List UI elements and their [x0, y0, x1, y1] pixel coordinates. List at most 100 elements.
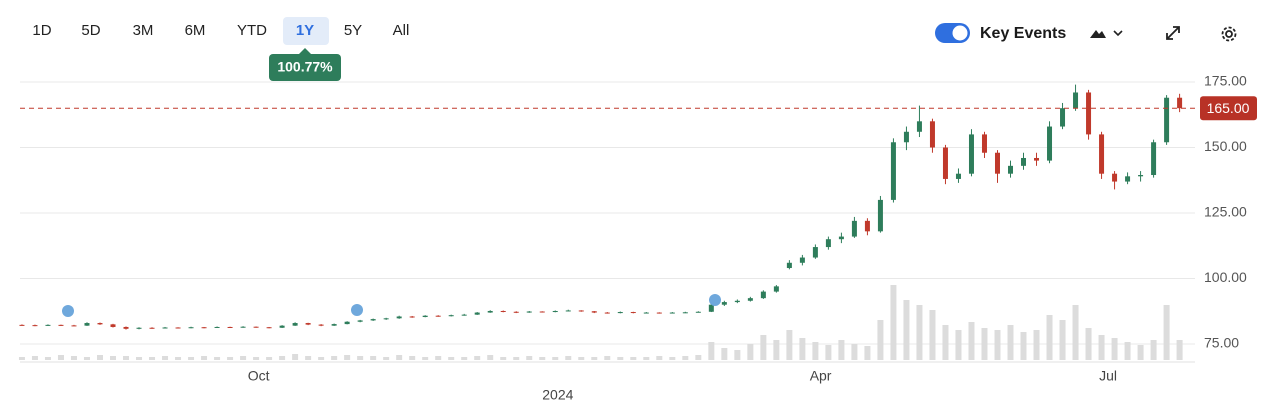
candle-body — [955, 173, 961, 179]
range-button[interactable]: 6M — [185, 22, 206, 39]
volume-bar — [44, 357, 51, 360]
volume-bar — [591, 357, 598, 360]
candle-body — [422, 315, 428, 318]
candle-body — [240, 326, 246, 328]
last-price-label: 165.00 — [1207, 100, 1250, 116]
candle-body — [461, 314, 467, 316]
volume-bar — [188, 357, 195, 360]
candle-body — [292, 323, 298, 326]
candle-body — [448, 315, 454, 317]
volume-bar — [851, 344, 858, 360]
candle-body — [71, 325, 77, 327]
candle-body — [383, 318, 389, 320]
chart-type-icon[interactable] — [1090, 30, 1106, 38]
volume-bar — [955, 330, 962, 360]
range-button[interactable]: 5D — [81, 22, 100, 39]
volume-bar — [162, 356, 169, 360]
volume-bar — [370, 356, 377, 360]
volume-bar — [487, 355, 494, 360]
volume-bar — [227, 357, 234, 360]
candle-body — [786, 262, 792, 269]
volume-bar — [57, 355, 64, 360]
volume-bar — [331, 356, 338, 360]
volume-bar — [435, 356, 442, 360]
x-tick-label: Oct — [248, 368, 270, 384]
toggle-knob — [952, 25, 968, 41]
volume-bar — [175, 357, 182, 360]
volume-bar — [604, 356, 611, 360]
candle-body — [877, 199, 883, 232]
settings-icon[interactable] — [1221, 26, 1237, 42]
candle-body — [149, 327, 155, 329]
volume-bar — [70, 356, 77, 360]
candle-body — [838, 236, 844, 240]
candle-body — [656, 312, 662, 314]
candle-body — [214, 326, 220, 328]
y-tick-label: 125.00 — [1204, 204, 1247, 220]
volume-bar — [903, 300, 910, 360]
volume-bar — [695, 355, 702, 360]
volume-bar — [1111, 338, 1118, 360]
volume-bar — [1085, 328, 1092, 360]
candle-body — [136, 327, 142, 329]
volume-bar — [136, 357, 143, 360]
y-tick-label: 75.00 — [1204, 335, 1239, 351]
range-button[interactable]: 3M — [133, 22, 154, 39]
range-button[interactable]: 1D — [32, 22, 51, 39]
return-text: 100.77% — [277, 59, 333, 75]
volume-bar — [747, 344, 754, 360]
volume-bar — [786, 330, 793, 360]
volume-bar — [1150, 340, 1157, 360]
candle-body — [747, 298, 753, 301]
volume-bar — [1033, 330, 1040, 360]
candle-body — [357, 320, 363, 322]
candle-body — [916, 121, 922, 132]
candle-body — [1138, 175, 1144, 177]
expand-icon[interactable] — [1166, 26, 1180, 40]
candle-body — [760, 291, 766, 299]
chevron[interactable] — [1113, 30, 1123, 37]
range-button[interactable]: 5Y — [344, 22, 362, 39]
volume-bar — [734, 350, 741, 360]
volume-bar — [838, 340, 845, 360]
candle-body — [708, 304, 714, 312]
volume-bar — [344, 355, 351, 360]
range-button[interactable]: All — [393, 22, 410, 39]
candle-body — [344, 321, 350, 325]
volume-bar — [1059, 320, 1066, 360]
range-button[interactable]: YTD — [237, 22, 267, 39]
volume-bar — [1046, 315, 1053, 360]
candle-body — [305, 323, 311, 325]
event-marker[interactable] — [709, 294, 721, 306]
x-year-label: 2024 — [542, 387, 573, 401]
volume-bar — [31, 356, 38, 360]
candle-body — [487, 310, 493, 313]
range-button[interactable]: 1Y — [296, 22, 314, 39]
candle-body — [266, 327, 272, 329]
volume-bar — [1137, 345, 1144, 360]
candle-body — [97, 323, 103, 325]
candle-body — [968, 134, 974, 174]
candle-body — [1177, 97, 1183, 109]
volume-bar — [825, 345, 832, 360]
volume-bar — [916, 305, 923, 360]
candle-body — [227, 326, 233, 328]
badge-pointer — [299, 48, 311, 54]
candle-body — [1047, 126, 1053, 161]
candle-body — [84, 323, 90, 326]
key-events-label[interactable]: Key Events — [980, 25, 1066, 42]
volume-bar — [539, 357, 546, 360]
volume-bar — [890, 285, 897, 360]
event-marker[interactable] — [62, 305, 74, 317]
candle-body — [32, 325, 38, 327]
volume-bar — [1176, 340, 1183, 360]
volume-bar — [422, 357, 429, 360]
event-marker[interactable] — [351, 304, 363, 316]
candle-body — [825, 239, 831, 248]
candle-body — [370, 319, 376, 321]
volume-bar — [1163, 305, 1170, 360]
volume-bar — [305, 356, 312, 360]
volume-bar — [526, 356, 533, 360]
x-tick-label: Apr — [810, 368, 832, 384]
